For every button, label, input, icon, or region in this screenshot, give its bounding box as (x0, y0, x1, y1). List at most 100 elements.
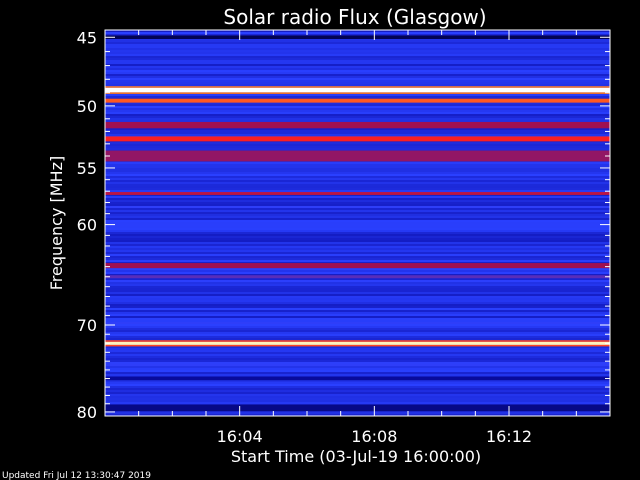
noise-row (105, 128, 610, 130)
noise-row (105, 50, 610, 52)
noise-row (105, 174, 610, 176)
noise-row (105, 102, 610, 104)
noise-row (105, 280, 610, 282)
noise-row (105, 254, 610, 256)
y-tick-label: 55 (77, 159, 97, 178)
noise-row (105, 166, 610, 168)
noise-row (105, 242, 610, 244)
noise-row (105, 56, 610, 58)
noise-row (105, 350, 610, 352)
noise-row (105, 230, 610, 232)
noise-row (105, 228, 610, 230)
y-axis: 45 50 55 60 70 80 (77, 28, 610, 422)
noise-row (105, 40, 610, 42)
emission-band (105, 275, 610, 279)
noise-row (105, 374, 610, 376)
noise-row (105, 294, 610, 296)
emission-band (105, 404, 610, 412)
noise-row (105, 146, 610, 148)
x-tick-label: 16:12 (486, 427, 532, 446)
noise-row (105, 248, 610, 250)
noise-row (105, 106, 610, 108)
emission-band-edge (105, 86, 610, 88)
emission-band-edge (105, 340, 610, 342)
noise-row (105, 58, 610, 60)
noise-row (105, 328, 610, 330)
noise-row (105, 164, 610, 166)
emission-band (105, 263, 610, 269)
noise-row (105, 104, 610, 106)
noise-row (105, 260, 610, 262)
noise-row (105, 382, 610, 384)
noise-row (105, 332, 610, 334)
noise-row (105, 134, 610, 136)
noise-row (105, 220, 610, 222)
noise-row (105, 330, 610, 332)
y-tick-label: 45 (77, 28, 97, 47)
noise-row (105, 364, 610, 366)
noise-row (105, 148, 610, 150)
noise-row (105, 168, 610, 170)
noise-row (105, 316, 610, 318)
noise-row (105, 256, 610, 258)
noise-row (105, 190, 610, 192)
emission-band (105, 192, 610, 195)
noise-row (105, 268, 610, 270)
x-tick-label: 16:08 (351, 427, 397, 446)
noise-row (105, 200, 610, 202)
noise-row (105, 202, 610, 204)
noise-row (105, 80, 610, 82)
noise-row (105, 110, 610, 112)
noise-row (105, 386, 610, 388)
emission-band (105, 341, 610, 345)
emission-band (105, 98, 610, 103)
noise-row (105, 272, 610, 274)
noise-row (105, 54, 610, 56)
noise-row (105, 302, 610, 304)
noise-row (105, 270, 610, 272)
noise-row (105, 314, 610, 316)
noise-row (105, 236, 610, 238)
noise-row (105, 322, 610, 324)
emission-band (105, 376, 610, 381)
noise-row (105, 184, 610, 186)
noise-row (105, 304, 610, 306)
noise-row (105, 74, 610, 76)
noise-row (105, 112, 610, 114)
noise-row (105, 116, 610, 118)
noise-row (105, 222, 610, 224)
y-tick-label: 60 (77, 216, 97, 235)
noise-row (105, 300, 610, 302)
noise-row (105, 72, 610, 74)
noise-row (105, 142, 610, 144)
noise-row (105, 206, 610, 208)
noise-row (105, 176, 610, 178)
noise-row (105, 278, 610, 280)
noise-row (105, 96, 610, 98)
noise-row (105, 162, 610, 164)
noise-row (105, 216, 610, 218)
noise-row (105, 78, 610, 80)
noise-row (105, 292, 610, 294)
noise-row (105, 34, 610, 36)
emission-band (105, 35, 610, 40)
noise-row (105, 312, 610, 314)
noise-row (105, 358, 610, 360)
noise-row (105, 232, 610, 234)
noise-row (105, 224, 610, 226)
noise-row (105, 30, 610, 32)
noise-row (105, 384, 610, 386)
noise-row (105, 318, 610, 320)
x-tick-label: 16:04 (217, 427, 263, 446)
chart-title: Solar radio Flux (Glasgow) (223, 5, 486, 29)
noise-row (105, 258, 610, 260)
noise-row (105, 210, 610, 212)
noise-row (105, 64, 610, 66)
noise-row (105, 212, 610, 214)
emission-band-edge (105, 344, 610, 347)
noise-row (105, 188, 610, 190)
noise-row (105, 338, 610, 340)
noise-row (105, 172, 610, 174)
noise-row (105, 66, 610, 68)
noise-row (105, 186, 610, 188)
